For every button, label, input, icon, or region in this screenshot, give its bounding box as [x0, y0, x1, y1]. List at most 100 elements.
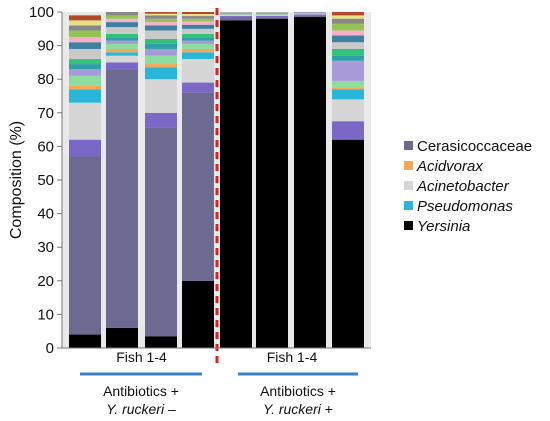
bar-segment — [294, 14, 326, 16]
treatment-label: Antibiotics + — [103, 383, 179, 399]
bar-segment — [332, 42, 364, 49]
bar-segment — [182, 21, 214, 25]
legend-swatch — [404, 181, 413, 190]
bar-segment — [182, 82, 214, 93]
legend-label: Acinetobacter — [416, 178, 510, 195]
bar-segment — [106, 40, 138, 44]
bar-segment — [145, 22, 177, 26]
bar-segment — [182, 24, 214, 29]
bar-stack — [69, 15, 101, 348]
legend-label: Pseudomonas — [417, 198, 513, 215]
treatment-sign: – — [164, 401, 176, 417]
bar-segment — [106, 48, 138, 53]
legend-label: Cerasicoccaceae — [417, 138, 532, 155]
bar-segment — [332, 89, 364, 100]
bar-segment — [220, 15, 252, 17]
bar-segment — [106, 43, 138, 49]
bar-segment — [69, 15, 101, 21]
bar-segment — [69, 156, 101, 335]
bar-segment — [182, 59, 214, 83]
bar-segment — [145, 38, 177, 44]
bar-segment — [69, 102, 101, 140]
bars-layer — [69, 12, 364, 349]
legend-swatch — [404, 161, 413, 170]
bar-segment — [182, 280, 214, 348]
legend-label: Yersinia — [417, 218, 470, 235]
bar-segment — [106, 15, 138, 19]
bar-segment — [145, 64, 177, 68]
bar-segment — [145, 25, 177, 31]
bar-segment — [145, 79, 177, 113]
legend-swatch — [404, 141, 413, 150]
bar-segment — [106, 327, 138, 348]
bar-segment — [182, 48, 214, 53]
bar-segment — [69, 30, 101, 38]
bar-segment — [106, 12, 138, 16]
bar-segment — [182, 18, 214, 22]
bar-segment — [182, 16, 214, 19]
bar-segment — [145, 13, 177, 16]
bar-segment — [145, 112, 177, 128]
bar-segment — [256, 16, 288, 18]
y-tick-label: 50 — [37, 172, 54, 189]
bar-stack — [332, 12, 364, 348]
species-name: Y. ruckeri — [106, 401, 165, 417]
bar-segment — [106, 33, 138, 38]
bar-segment — [106, 18, 138, 23]
y-tick-label: 80 — [37, 71, 54, 88]
y-tick-label: 70 — [37, 105, 54, 122]
bar-segment — [332, 80, 364, 88]
bar-segment — [294, 15, 326, 18]
bar-segment — [220, 16, 252, 18]
bar-segment — [332, 15, 364, 19]
bar-segment — [145, 12, 177, 14]
bar-segment — [106, 69, 138, 328]
y-tick-label: 100 — [29, 4, 54, 21]
y-tick-label: 90 — [37, 38, 54, 55]
bar-segment — [332, 99, 364, 122]
bar-segment — [69, 20, 101, 26]
bar-segment — [332, 23, 364, 31]
group-layer: Fish 1-4 Antibiotics + Y. ruckeri – Fish 1-… — [80, 349, 358, 417]
bar-segment — [332, 121, 364, 140]
bar-segment — [182, 28, 214, 34]
bar-segment — [69, 89, 101, 103]
bar-segment — [145, 336, 177, 348]
legend-swatch — [404, 221, 413, 230]
bar-segment — [69, 85, 101, 90]
bar-segment — [332, 12, 364, 16]
bar-segment — [182, 14, 214, 17]
bar-segment — [220, 17, 252, 21]
bar-segment — [182, 33, 214, 38]
bar-segment — [69, 48, 101, 60]
bar-segment — [332, 48, 364, 56]
bar-segment — [69, 69, 101, 76]
bar-segment — [332, 60, 364, 81]
treatment-label: Antibiotics + — [260, 383, 336, 399]
y-tick-label: 0 — [46, 340, 54, 357]
bar-segment — [145, 55, 177, 65]
bar-segment — [294, 13, 326, 15]
bar-segment — [145, 48, 177, 56]
bar-segment — [332, 139, 364, 348]
y-tick-label: 30 — [37, 239, 54, 256]
bar-segment — [106, 52, 138, 56]
group-label: Fish 1-4 — [267, 349, 318, 365]
species-name: Y. ruckeri — [263, 401, 322, 417]
treatment-sign: + — [321, 401, 333, 417]
bar-segment — [182, 52, 214, 60]
bar-stack — [294, 12, 326, 348]
bar-segment — [106, 37, 138, 41]
y-axis: 0 10 20 30 40 50 60 70 80 90 100 — [29, 4, 371, 357]
bar-segment — [145, 67, 177, 80]
bar-segment — [256, 17, 288, 19]
bar-segment — [332, 87, 364, 90]
legend-swatch — [404, 201, 413, 210]
bar-stack — [220, 12, 252, 349]
bar-segment — [182, 12, 214, 15]
bar-segment — [182, 92, 214, 281]
bar-stack — [182, 12, 214, 348]
legend-label: Acidvorax — [416, 158, 483, 175]
bar-segment — [145, 15, 177, 19]
